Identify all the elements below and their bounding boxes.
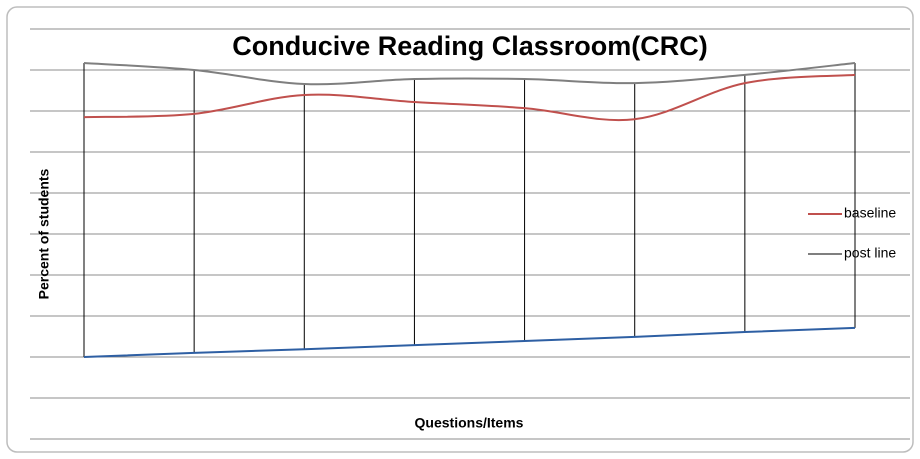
series-line <box>83 73 856 122</box>
legend-label: baseline <box>844 205 896 221</box>
series-line <box>83 62 856 86</box>
legend-label: post line <box>844 245 896 261</box>
chart-title: Conducive Reading Classroom(CRC) <box>232 31 708 61</box>
chart-frame <box>6 6 914 453</box>
x-axis-label: Questions/Items <box>415 415 524 431</box>
series-line <box>83 326 856 358</box>
y-axis-label: Percent of students <box>36 168 52 299</box>
